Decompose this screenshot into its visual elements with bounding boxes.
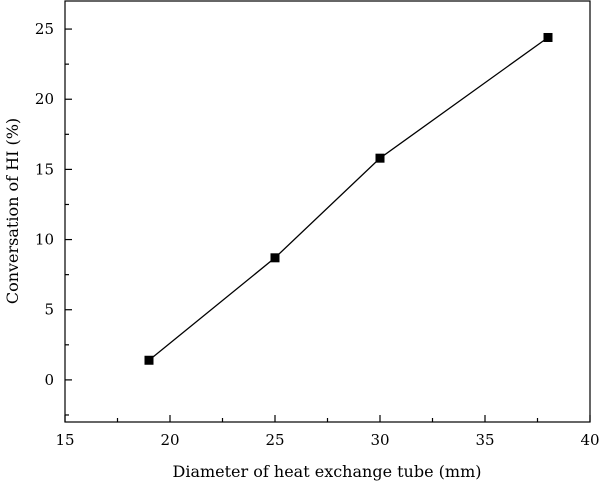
y-tick-label: 15 [35, 160, 54, 178]
series-line [148, 36, 549, 361]
y-tick-label: 25 [35, 20, 54, 38]
y-axis-label: Conversation of HI (%) [3, 118, 22, 304]
y-tick-label: 0 [44, 371, 54, 389]
y-tick-label: 5 [44, 301, 54, 319]
x-tick-label: 40 [580, 431, 599, 449]
data-point-marker [543, 32, 553, 42]
x-axis-ticks [64, 415, 591, 422]
x-tick-label: 30 [370, 431, 389, 449]
x-tick-label: 20 [160, 431, 179, 449]
x-tick-label: 35 [475, 431, 494, 449]
x-tick-label: 25 [265, 431, 284, 449]
y-axis-tick-labels: 0 5 10 15 20 25 [35, 20, 54, 389]
data-point-marker [270, 253, 280, 263]
x-tick-label: 15 [55, 431, 74, 449]
x-axis-label: Diameter of heat exchange tube (mm) [173, 462, 482, 481]
series-markers [144, 32, 553, 365]
data-point-marker [144, 355, 154, 365]
y-tick-label: 20 [35, 90, 54, 108]
data-point-marker [375, 153, 385, 163]
y-tick-label: 10 [35, 231, 54, 249]
x-axis-tick-labels: 15 20 25 30 35 40 [55, 431, 599, 449]
y-axis-ticks [65, 28, 72, 416]
